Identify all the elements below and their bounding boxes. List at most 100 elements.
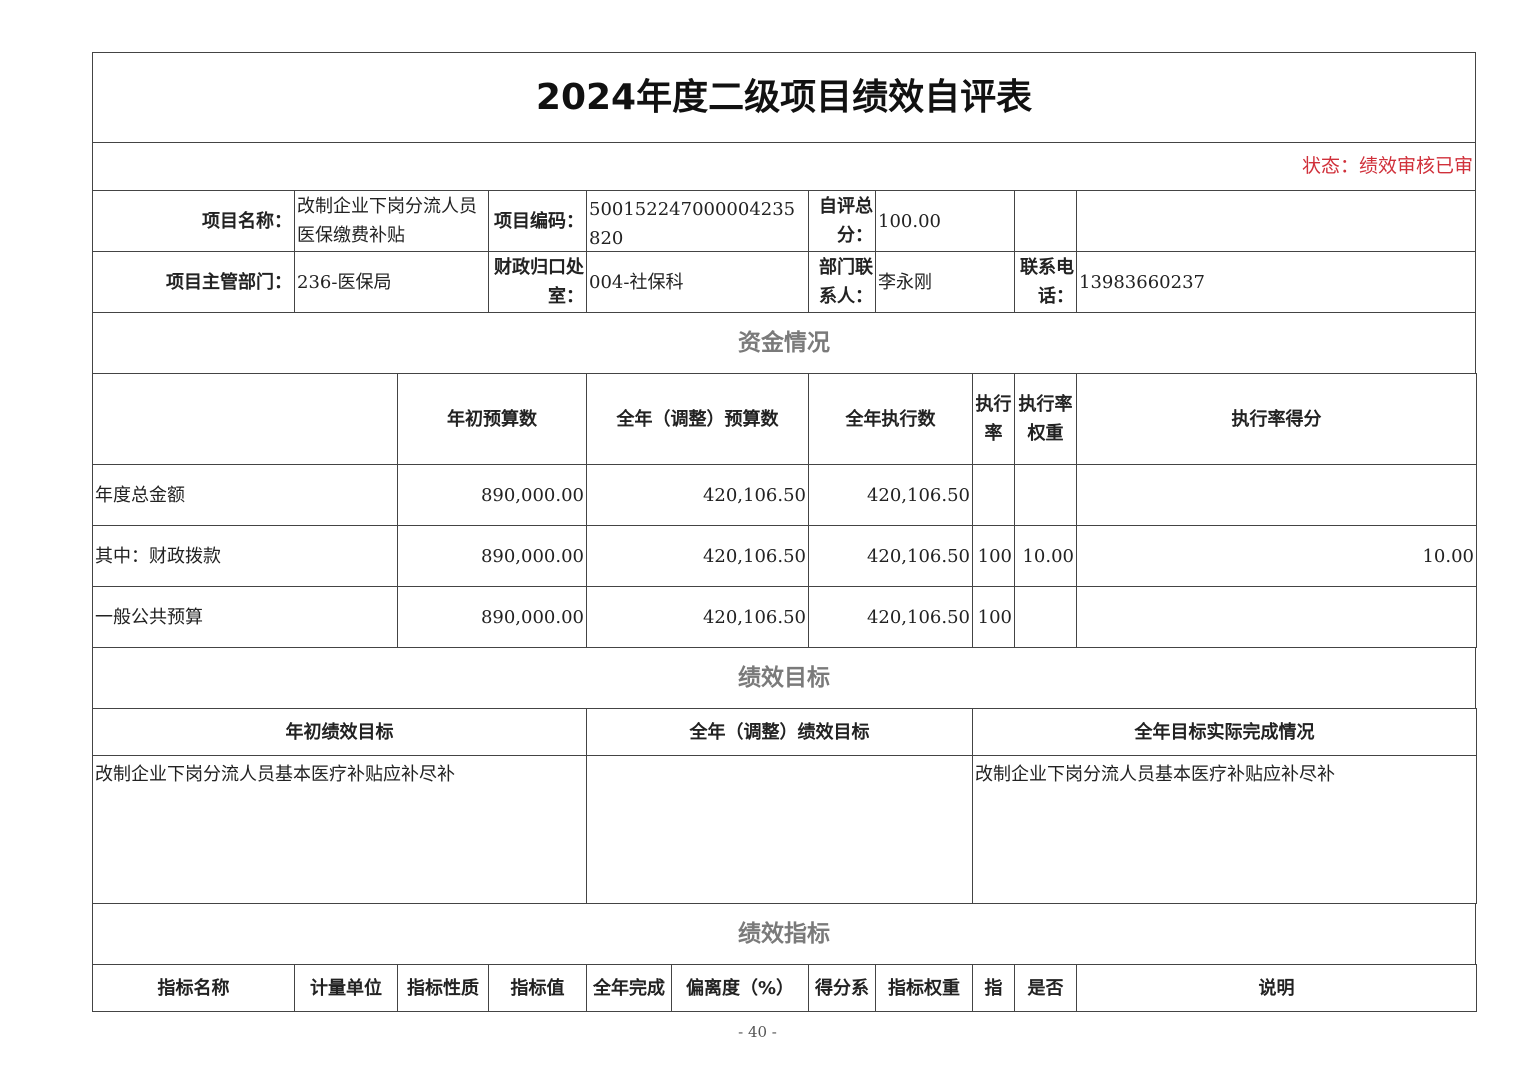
funds-cell-text: 420,106.50 bbox=[702, 545, 806, 567]
funds-header: 执行率权重 bbox=[1014, 373, 1077, 465]
funds-cell bbox=[1076, 586, 1477, 648]
project-name-value: 改制企业下岗分流人员医保缴费补贴 bbox=[294, 190, 489, 252]
indicator-header: 指 bbox=[972, 964, 1015, 1012]
funds-cell: 420,106.50 bbox=[808, 525, 973, 587]
indicator-header: 计量单位 bbox=[294, 964, 398, 1012]
funds-header-text: 执行率 bbox=[975, 394, 1012, 444]
indicator-header: 指标名称 bbox=[92, 964, 295, 1012]
section-indicators: 绩效指标 bbox=[92, 903, 1476, 965]
indicator-header-text: 全年完成 bbox=[593, 977, 665, 999]
funds-cell-text: 10.00 bbox=[1022, 545, 1074, 567]
funds-cell bbox=[1014, 464, 1077, 526]
funds-cell-text: 420,106.50 bbox=[702, 606, 806, 628]
dept-value: 236-医保局 bbox=[294, 251, 489, 313]
section-funds-text: 资金情况 bbox=[738, 329, 830, 356]
project-name-value-text: 改制企业下岗分流人员医保缴费补贴 bbox=[297, 196, 477, 246]
funds-cell: 890,000.00 bbox=[397, 586, 587, 648]
indicator-header: 全年完成 bbox=[586, 964, 672, 1012]
section-goals-text: 绩效目标 bbox=[738, 664, 830, 691]
funds-header-text: 执行率权重 bbox=[1018, 394, 1073, 444]
indicator-header: 偏离度（%） bbox=[671, 964, 809, 1012]
indicator-header-text: 得分系 bbox=[815, 977, 869, 999]
office-value: 004-社保科 bbox=[586, 251, 809, 313]
office-label: 财政归口处室： bbox=[488, 251, 587, 313]
funds-header: 年初预算数 bbox=[397, 373, 587, 465]
funds-cell: 420,106.50 bbox=[808, 464, 973, 526]
indicator-header-text: 计量单位 bbox=[310, 977, 382, 999]
funds-cell: 420,106.50 bbox=[808, 586, 973, 648]
project-name-label-text: 项目名称： bbox=[202, 210, 292, 232]
contact-value: 李永刚 bbox=[875, 251, 1015, 313]
funds-cell: 10.00 bbox=[1076, 525, 1477, 587]
project-name-label: 项目名称： bbox=[92, 190, 295, 252]
funds-cell: 420,106.50 bbox=[586, 586, 809, 648]
funds-cell-text: 100 bbox=[977, 606, 1012, 628]
funds-header-text: 全年（调整）预算数 bbox=[616, 408, 779, 430]
funds-header-text: 年初预算数 bbox=[447, 408, 537, 430]
indicator-header-text: 指标值 bbox=[510, 977, 565, 999]
indicator-header-text: 是否 bbox=[1027, 977, 1064, 999]
empty-cell bbox=[1076, 190, 1476, 252]
status-text-text: 状态：绩效审核已审 bbox=[1301, 155, 1473, 177]
contact-value-text: 李永刚 bbox=[878, 271, 932, 293]
office-value-text: 004-社保科 bbox=[589, 271, 684, 293]
page-title-text: 2024年度二级项目绩效自评表 bbox=[535, 77, 1033, 118]
funds-cell bbox=[972, 464, 1015, 526]
self-score-value-text: 100.00 bbox=[878, 210, 941, 232]
section-goals: 绩效目标 bbox=[92, 647, 1476, 709]
office-label-text: 财政归口处室： bbox=[494, 257, 584, 307]
phone-value: 13983660237 bbox=[1076, 251, 1476, 313]
indicator-header-text: 指标性质 bbox=[407, 977, 479, 999]
funds-header: 执行率得分 bbox=[1076, 373, 1477, 465]
goals-header-text: 全年（调整）绩效目标 bbox=[689, 721, 870, 743]
project-code-value-text: 500152247000004235820 bbox=[589, 199, 796, 249]
self-score-value: 100.00 bbox=[875, 190, 1015, 252]
indicator-header-text: 指标权重 bbox=[888, 977, 960, 999]
funds-cell: 100 bbox=[972, 525, 1015, 587]
funds-cell: 100 bbox=[972, 586, 1015, 648]
funds-cell-text: 年度总金额 bbox=[95, 484, 185, 506]
section-funds: 资金情况 bbox=[92, 312, 1476, 374]
funds-cell-text: 420,106.50 bbox=[702, 484, 806, 506]
contact-label-text: 部门联系人： bbox=[819, 257, 873, 307]
funds-cell-text: 420,106.50 bbox=[866, 484, 970, 506]
indicator-header: 指标值 bbox=[488, 964, 587, 1012]
goals-header: 全年目标实际完成情况 bbox=[972, 708, 1477, 756]
dept-label: 项目主管部门： bbox=[92, 251, 295, 313]
phone-value-text: 13983660237 bbox=[1079, 271, 1205, 293]
page-title: 2024年度二级项目绩效自评表 bbox=[92, 52, 1476, 143]
empty-cell bbox=[1014, 190, 1077, 252]
indicator-header-text: 说明 bbox=[1258, 977, 1295, 999]
funds-cell bbox=[1076, 464, 1477, 526]
goals-value: 改制企业下岗分流人员基本医疗补贴应补尽补 bbox=[92, 755, 587, 904]
funds-cell-text: 100 bbox=[977, 545, 1012, 567]
indicator-header: 是否 bbox=[1014, 964, 1077, 1012]
phone-label-text: 联系电话： bbox=[1020, 257, 1074, 307]
goals-value-text: 改制企业下岗分流人员基本医疗补贴应补尽补 bbox=[95, 764, 455, 785]
funds-header bbox=[92, 373, 398, 465]
funds-cell: 10.00 bbox=[1014, 525, 1077, 587]
indicator-header: 得分系 bbox=[808, 964, 876, 1012]
funds-cell bbox=[1014, 586, 1077, 648]
goals-header: 年初绩效目标 bbox=[92, 708, 587, 756]
indicator-header: 指标性质 bbox=[397, 964, 489, 1012]
indicator-header: 说明 bbox=[1076, 964, 1477, 1012]
contact-label: 部门联系人： bbox=[808, 251, 876, 313]
status-text: 状态：绩效审核已审 bbox=[92, 142, 1476, 191]
funds-cell-text: 420,106.50 bbox=[866, 606, 970, 628]
funds-header: 执行率 bbox=[972, 373, 1015, 465]
funds-cell: 890,000.00 bbox=[397, 525, 587, 587]
funds-cell-text: 10.00 bbox=[1422, 545, 1474, 567]
dept-label-text: 项目主管部门： bbox=[166, 271, 292, 293]
self-score-label: 自评总分： bbox=[808, 190, 876, 252]
goals-header: 全年（调整）绩效目标 bbox=[586, 708, 973, 756]
funds-cell-text: 一般公共预算 bbox=[95, 606, 203, 628]
project-code-value: 500152247000004235820 bbox=[586, 190, 809, 252]
phone-label: 联系电话： bbox=[1014, 251, 1077, 313]
dept-value-text: 236-医保局 bbox=[297, 271, 392, 293]
funds-cell-text: 890,000.00 bbox=[480, 606, 584, 628]
self-score-label-text: 自评总分： bbox=[819, 196, 873, 246]
funds-cell-text: 其中：财政拨款 bbox=[95, 545, 221, 567]
section-indicators-text: 绩效指标 bbox=[738, 920, 830, 947]
indicator-header: 指标权重 bbox=[875, 964, 973, 1012]
